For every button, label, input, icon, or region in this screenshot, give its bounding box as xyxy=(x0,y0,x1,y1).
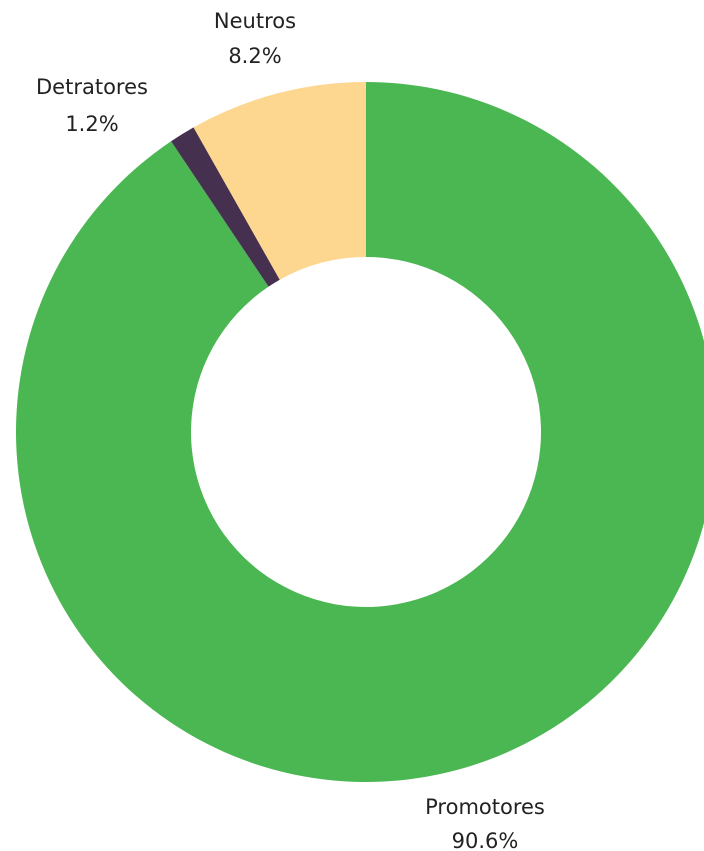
slice-label: Neutros xyxy=(214,9,296,33)
slice-value-label: 1.2% xyxy=(65,112,118,136)
slice-value-label: 90.6% xyxy=(452,829,519,851)
donut-slice xyxy=(171,127,280,287)
donut-slice xyxy=(16,82,704,782)
slice-label: Promotores xyxy=(425,795,545,819)
slice-label: Detratores xyxy=(36,75,148,99)
slice-value-label: 8.2% xyxy=(228,44,281,68)
donut-slice xyxy=(193,82,366,280)
